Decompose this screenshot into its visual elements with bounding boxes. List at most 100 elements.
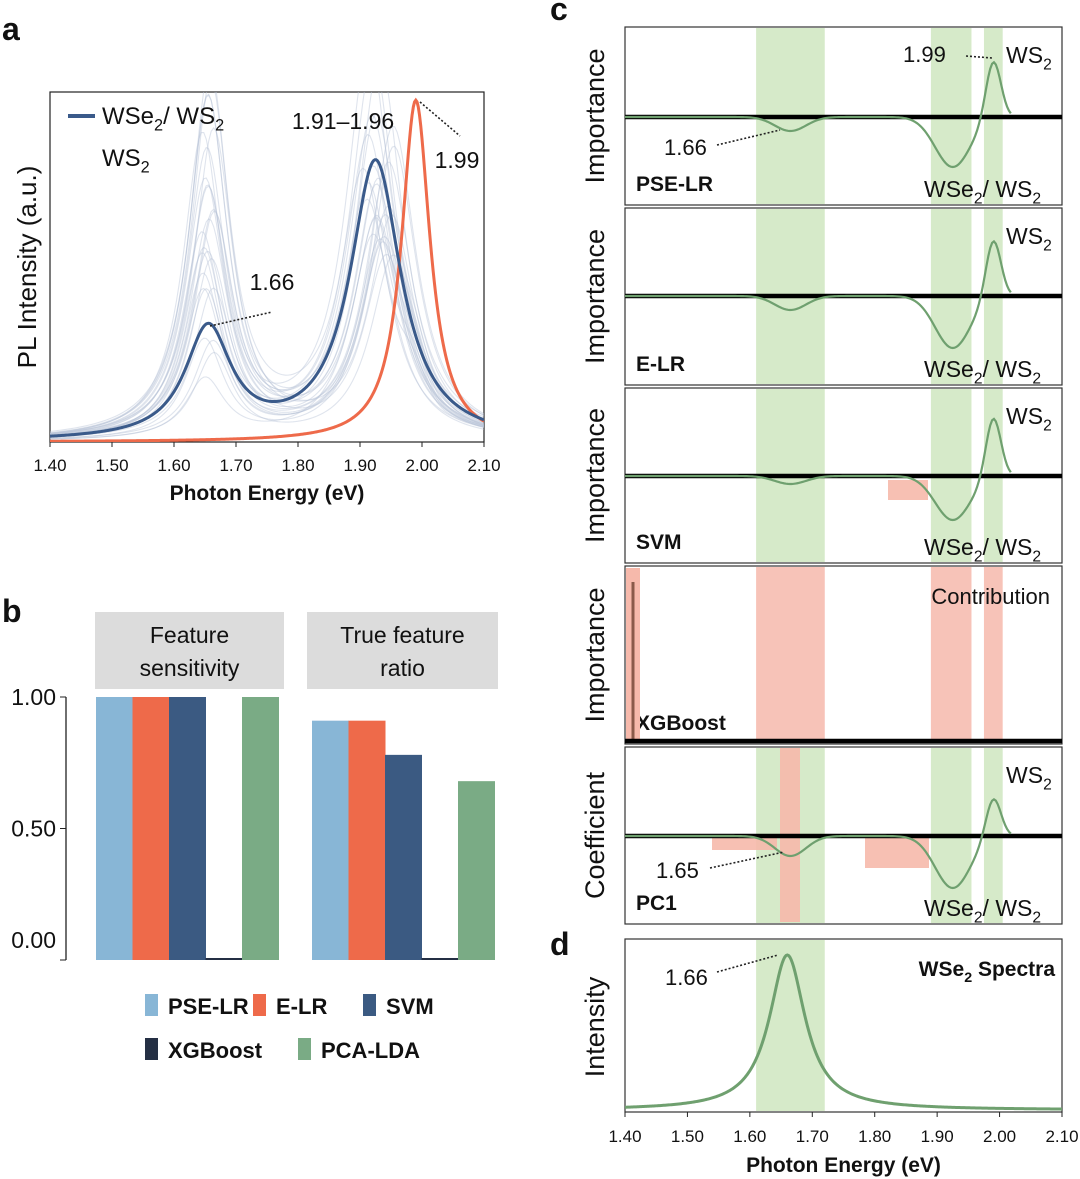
plot-frame-a xyxy=(49,91,485,443)
background-spectrum xyxy=(50,241,484,439)
background-spectrum xyxy=(50,183,484,437)
background-spectrum xyxy=(50,145,484,439)
legend-label-b: SVM xyxy=(386,994,434,1019)
background-spectrum xyxy=(50,94,484,434)
x-tick-label-d: 1.90 xyxy=(921,1127,954,1146)
annotation-a-1.91-1.96: 1.91–1.96 xyxy=(292,108,394,134)
annotation-contribution: Contribution xyxy=(931,584,1050,609)
legend-swatch-b xyxy=(363,994,376,1016)
highlight-band xyxy=(930,567,972,743)
y-axis-label-c: Importance xyxy=(580,408,610,543)
y-axis-label-a: PL Intensity (a.u.) xyxy=(12,166,42,369)
legend-label-ws2: WS2 xyxy=(102,145,150,177)
bar-svm xyxy=(169,697,206,960)
y-axis-label-c: Importance xyxy=(580,229,610,364)
legend-label-b: E-LR xyxy=(276,994,327,1019)
background-spectrum xyxy=(50,167,484,436)
background-spectrum xyxy=(50,146,484,435)
panel-label-c: c xyxy=(550,0,568,27)
model-label-c: PSE-LR xyxy=(636,173,713,196)
annotation-c-1.66: 1.66 xyxy=(664,135,707,160)
y-tick-label-b: 0.50 xyxy=(11,816,56,842)
legend-label-wse2-ws2: WSe2/ WS2 xyxy=(102,103,224,135)
peak-label-wse2-ws2: WSe2/ WS2 xyxy=(924,534,1041,565)
bar-pse-lr xyxy=(312,720,349,960)
y-tick-label-b: 0.00 xyxy=(11,927,56,953)
background-spectrum xyxy=(50,113,484,436)
x-tick-label-a: 1.60 xyxy=(157,456,190,475)
y-axis-label-d: Intensity xyxy=(580,976,610,1077)
peak-label-ws2: WS2 xyxy=(1006,762,1052,793)
panel-label-a: a xyxy=(2,11,20,47)
x-tick-label-a: 1.90 xyxy=(343,456,376,475)
series-ws2-line xyxy=(50,97,484,442)
peak-label-ws2: WS2 xyxy=(1006,42,1052,73)
background-spectrum xyxy=(50,132,484,435)
plot-frame-d xyxy=(624,938,1063,1113)
background-spectrum xyxy=(50,93,484,434)
x-tick-label-a: 1.40 xyxy=(33,456,66,475)
importance-curve xyxy=(625,798,1012,890)
panel-label-b: b xyxy=(2,593,22,629)
subplot-xgboost xyxy=(624,565,1063,745)
highlight-band xyxy=(983,567,1003,743)
series-wse2-ws2-line xyxy=(50,158,484,438)
background-spectrum xyxy=(50,254,484,440)
bar-svm xyxy=(385,754,422,960)
legend-swatch-b xyxy=(298,1038,311,1060)
group-header-label: ratio xyxy=(380,655,425,681)
background-spectrum xyxy=(50,92,484,433)
annotation-a-1.66: 1.66 xyxy=(250,269,295,295)
x-axis-label-d: Photon Energy (eV) xyxy=(746,1154,941,1177)
model-label-c: XGBoost xyxy=(636,712,726,735)
spectrum-line-d xyxy=(624,953,1063,1111)
bar-e-lr xyxy=(348,720,386,960)
bar-pca-lda xyxy=(242,697,279,960)
legend-swatch-b xyxy=(145,1038,158,1060)
background-spectrum xyxy=(50,92,484,434)
x-tick-label-d: 1.80 xyxy=(858,1127,891,1146)
pc1-feature-block xyxy=(712,838,777,850)
bar-pca-lda xyxy=(458,781,495,960)
y-axis-label-c: Coefficient xyxy=(580,771,610,899)
annotation-a-1.99: 1.99 xyxy=(435,147,480,173)
bar-pse-lr xyxy=(96,697,133,960)
group-header-box xyxy=(307,612,498,689)
bar-e-lr xyxy=(132,697,170,960)
x-tick-label-d: 2.10 xyxy=(1045,1127,1078,1146)
background-spectrum xyxy=(50,184,484,436)
legend-label-b: PSE-LR xyxy=(168,994,249,1019)
bar-xgboost xyxy=(421,958,459,960)
annotation-d-1.66: 1.66 xyxy=(665,965,708,990)
legend-label-b: XGBoost xyxy=(168,1038,263,1063)
peak-label-wse2-ws2: WSe2/ WS2 xyxy=(924,176,1041,207)
title-d: WSe2 Spectra xyxy=(919,958,1056,986)
importance-curve xyxy=(625,239,1012,350)
background-spectrum xyxy=(50,92,484,435)
x-tick-label-a: 1.50 xyxy=(95,456,128,475)
x-axis-label-a: Photon Energy (eV) xyxy=(170,482,365,505)
x-tick-label-a: 2.10 xyxy=(467,456,500,475)
annotation-leader-a2 xyxy=(419,101,461,137)
annotation-leader-a1 xyxy=(209,311,273,327)
panel-label-d: d xyxy=(550,926,570,962)
group-header-label: sensitivity xyxy=(140,655,240,681)
pc1-feature-block xyxy=(865,838,929,868)
model-label-c: E-LR xyxy=(636,353,685,376)
annotation-leader-c3 xyxy=(709,851,785,869)
background-spectrum xyxy=(50,238,484,437)
peak-label-wse2-ws2: WSe2/ WS2 xyxy=(924,356,1041,387)
x-tick-label-d: 1.50 xyxy=(671,1127,704,1146)
annotation-c-1.65: 1.65 xyxy=(656,858,699,883)
legend-swatch-b xyxy=(145,994,158,1016)
bar-xgboost xyxy=(205,958,243,960)
x-tick-label-d: 1.40 xyxy=(608,1127,641,1146)
x-tick-label-d: 1.70 xyxy=(796,1127,829,1146)
model-label-c: PC1 xyxy=(636,892,677,915)
y-tick-label-b: 1.00 xyxy=(11,684,56,710)
peak-label-ws2: WS2 xyxy=(1006,403,1052,434)
group-header-box xyxy=(95,612,284,689)
svm-feature-block xyxy=(888,480,928,500)
model-label-c: SVM xyxy=(636,531,682,554)
